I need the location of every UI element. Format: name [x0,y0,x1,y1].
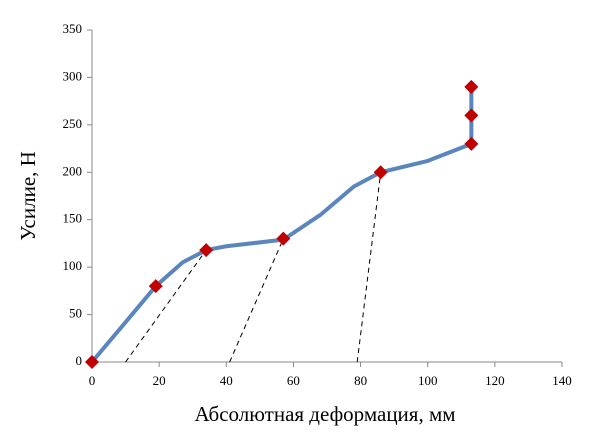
y-tick-label: 100 [63,258,83,273]
x-tick-label: 60 [287,373,300,388]
y-axis-title: Усилие, Н [16,151,40,241]
y-tick-label: 250 [63,116,83,131]
load-curve [90,86,474,364]
x-tick-label: 120 [485,373,505,388]
marker [85,355,99,369]
y-tick-label: 150 [63,211,83,226]
marker [148,279,163,294]
marker [464,136,479,151]
marker [373,165,388,180]
y-tick-label: 50 [69,306,82,321]
x-tick-label: 20 [153,373,166,388]
unload-line [125,249,207,363]
marker [276,231,291,246]
y-tick-label: 350 [63,21,83,36]
marker [464,79,479,94]
marker [464,108,479,123]
x-tick-label: 0 [89,373,96,388]
x-tick-label: 100 [418,373,438,388]
y-tick-label: 300 [63,68,83,83]
x-tick-label: 40 [220,373,233,388]
x-tick-label: 80 [354,373,367,388]
y-tick-label: 200 [63,163,83,178]
x-axis-title: Абсолютная деформация, мм [194,402,455,426]
x-tick-label: 140 [552,373,572,388]
marker [199,243,214,258]
unload-line [356,172,382,363]
y-tick-label: 0 [76,353,83,368]
unload-line [229,238,284,363]
